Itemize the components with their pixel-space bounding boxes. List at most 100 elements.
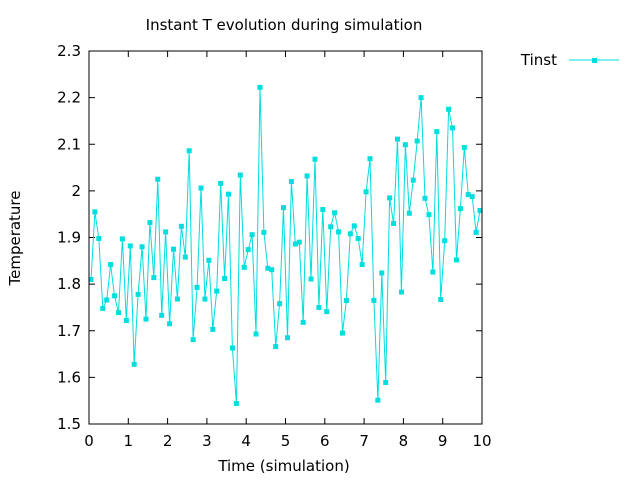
- data-point: [170, 246, 176, 252]
- data-point: [163, 229, 169, 235]
- data-point: [222, 276, 228, 282]
- data-point: [434, 129, 440, 135]
- data-point: [233, 400, 239, 406]
- data-point: [371, 297, 377, 303]
- data-point: [119, 236, 125, 242]
- data-point: [210, 326, 216, 332]
- data-point: [198, 185, 204, 191]
- series-tinst: [88, 84, 483, 406]
- y-tick-label: 1.9: [57, 229, 81, 247]
- y-tick-label: 2.3: [57, 42, 81, 60]
- data-point: [182, 254, 188, 260]
- y-tick-label: 1.5: [57, 415, 81, 433]
- data-point: [387, 195, 393, 201]
- data-point: [450, 125, 456, 131]
- x-axis-label: Time (simulation): [217, 457, 349, 475]
- data-point: [312, 156, 318, 162]
- data-point: [324, 309, 330, 315]
- x-tick-label: 3: [202, 432, 212, 450]
- data-point: [465, 192, 471, 198]
- data-point: [461, 145, 467, 151]
- data-point: [292, 241, 298, 247]
- data-point: [288, 179, 294, 185]
- y-tick-label: 1.6: [57, 368, 81, 386]
- data-point: [115, 310, 121, 316]
- data-point: [398, 289, 404, 295]
- data-point: [104, 297, 110, 303]
- data-point: [438, 297, 444, 303]
- data-point: [202, 296, 208, 302]
- data-point: [406, 210, 412, 216]
- data-point: [367, 156, 373, 162]
- data-point: [296, 239, 302, 245]
- data-point: [155, 176, 161, 182]
- data-point: [359, 262, 365, 268]
- data-point: [88, 276, 94, 282]
- data-point: [112, 293, 118, 299]
- data-point: [308, 276, 314, 282]
- x-tick-label: 10: [472, 432, 491, 450]
- data-point: [241, 264, 247, 270]
- data-point: [414, 138, 420, 144]
- data-point: [355, 235, 361, 241]
- data-point: [442, 238, 448, 244]
- data-point: [320, 207, 326, 213]
- data-point: [336, 229, 342, 235]
- data-point: [273, 344, 279, 350]
- data-point: [143, 316, 149, 322]
- data-point: [167, 321, 173, 327]
- data-point: [245, 247, 251, 253]
- data-point: [332, 210, 338, 216]
- x-tick-label: 7: [359, 432, 369, 450]
- x-tick-label: 0: [84, 432, 94, 450]
- chart-title: Instant T evolution during simulation: [146, 16, 423, 34]
- data-point: [194, 284, 200, 290]
- data-point: [300, 319, 306, 325]
- data-point: [453, 257, 459, 263]
- data-point: [178, 223, 184, 229]
- data-point: [159, 312, 165, 318]
- y-tick-label: 1.7: [57, 322, 81, 340]
- data-point: [347, 231, 353, 237]
- data-point: [469, 193, 475, 199]
- data-point: [229, 345, 235, 351]
- data-point: [186, 148, 192, 154]
- axis-ticks: 1.5 1.6 1.7 1.8 1.9 2 2.1 2.2 2.3 0 1 2 3 4 5 6 7 8 9 10: [57, 42, 491, 450]
- data-point: [391, 221, 397, 227]
- data-point: [402, 142, 408, 148]
- data-point: [237, 172, 243, 178]
- data-point: [316, 304, 322, 310]
- data-point: [151, 275, 157, 281]
- data-point: [218, 180, 224, 186]
- data-point: [108, 262, 114, 268]
- data-point: [446, 106, 452, 112]
- x-tick-label: 2: [163, 432, 173, 450]
- legend-label: Tinst: [520, 51, 557, 69]
- data-point: [147, 220, 153, 226]
- y-tick-label: 2.1: [57, 135, 81, 153]
- x-tick-label: 4: [241, 432, 251, 450]
- data-point: [253, 331, 259, 337]
- data-point: [473, 229, 479, 235]
- data-point: [410, 177, 416, 183]
- data-point: [265, 265, 271, 271]
- data-point: [257, 84, 263, 90]
- data-point: [281, 205, 287, 211]
- x-tick-label: 6: [320, 432, 330, 450]
- x-tick-label: 9: [438, 432, 448, 450]
- y-axis-label: Temperature: [6, 190, 24, 286]
- data-point: [135, 291, 141, 297]
- data-point: [328, 224, 334, 230]
- data-point: [284, 335, 290, 341]
- data-point: [123, 317, 129, 323]
- data-point: [127, 243, 133, 249]
- data-point: [363, 189, 369, 195]
- data-point: [100, 305, 106, 311]
- x-tick-label: 1: [124, 432, 134, 450]
- y-tick-label: 2: [71, 182, 81, 200]
- data-point: [375, 397, 381, 403]
- plot-frame: [88, 50, 483, 425]
- data-point: [430, 269, 436, 275]
- data-point: [383, 380, 389, 386]
